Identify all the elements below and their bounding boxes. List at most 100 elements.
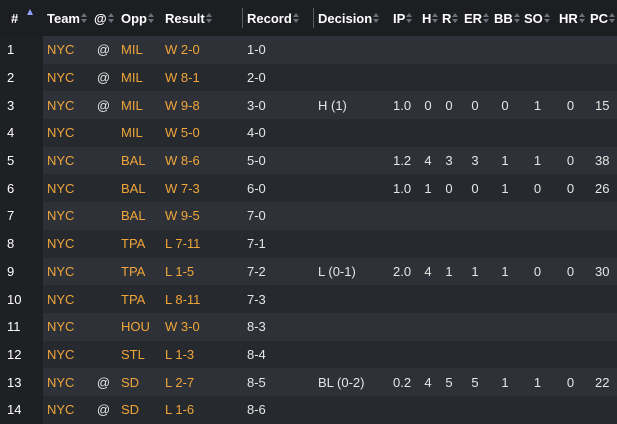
cell-so (520, 36, 555, 64)
cell-team[interactable]: NYC (43, 119, 90, 147)
cell-record: 8-5 (243, 368, 314, 396)
cell-so (520, 63, 555, 92)
column-header-label: Result (165, 10, 205, 26)
cell-result[interactable]: L 1-5 (161, 257, 243, 286)
sort-arrows-icon (513, 13, 520, 23)
cell-at: @ (90, 368, 117, 396)
table-row[interactable]: 12 NYC STL L 1-3 8-4 (0, 340, 617, 369)
cell-team[interactable]: NYC (43, 202, 90, 230)
table-row[interactable]: 6 NYC BAL W 7-3 6-0 1.0 1 0 0 1 0 0 26 (0, 174, 617, 203)
column-header-idx[interactable]: # (0, 0, 43, 36)
cell-team[interactable]: NYC (43, 36, 90, 64)
cell-team[interactable]: NYC (43, 174, 90, 203)
cell-result[interactable]: W 3-0 (161, 312, 243, 341)
column-header-decision[interactable]: Decision (314, 0, 389, 36)
cell-decision (314, 202, 389, 230)
table-row[interactable]: 13 NYC @ SD L 2-7 8-5 BL (0-2) 0.2 4 5 5 1 1 0 22 (0, 368, 617, 396)
column-resize-handle[interactable] (242, 8, 243, 28)
cell-opp[interactable]: BAL (117, 174, 161, 203)
cell-opp[interactable]: MIL (117, 91, 161, 120)
table-row[interactable]: 14 NYC @ SD L 1-6 8-6 (0, 395, 617, 424)
cell-idx: 8 (0, 229, 43, 258)
cell-idx: 10 (0, 285, 43, 313)
cell-result[interactable]: W 9-5 (161, 202, 243, 230)
cell-opp[interactable]: MIL (117, 63, 161, 92)
cell-opp[interactable]: BAL (117, 146, 161, 175)
cell-result[interactable]: L 2-7 (161, 368, 243, 396)
cell-result[interactable]: W 8-6 (161, 146, 243, 175)
cell-team[interactable]: NYC (43, 285, 90, 313)
cell-idx: 3 (0, 91, 43, 120)
column-header-opp[interactable]: Opp (117, 0, 161, 36)
cell-opp[interactable]: TPA (117, 229, 161, 258)
cell-record: 8-3 (243, 312, 314, 341)
column-header-team[interactable]: Team (43, 0, 90, 36)
table-row[interactable]: 1 NYC @ MIL W 2-0 1-0 (0, 36, 617, 64)
column-header-r[interactable]: R (438, 0, 460, 36)
cell-team[interactable]: NYC (43, 340, 90, 369)
cell-result[interactable]: L 8-11 (161, 285, 243, 313)
column-header-record[interactable]: Record (243, 0, 314, 36)
table-row[interactable]: 11 NYC HOU W 3-0 8-3 (0, 312, 617, 341)
cell-opp[interactable]: HOU (117, 312, 161, 341)
column-header-label: Team (47, 10, 80, 26)
cell-result[interactable]: W 8-1 (161, 63, 243, 92)
table-row[interactable]: 5 NYC BAL W 8-6 5-0 1.2 4 3 3 1 1 0 38 (0, 146, 617, 175)
table-row[interactable]: 7 NYC BAL W 9-5 7-0 (0, 202, 617, 230)
cell-team[interactable]: NYC (43, 146, 90, 175)
cell-result[interactable]: L 1-3 (161, 340, 243, 369)
cell-bb (490, 395, 520, 424)
column-header-bb[interactable]: BB (490, 0, 520, 36)
cell-hr (555, 229, 586, 258)
table-row[interactable]: 4 NYC MIL W 5-0 4-0 (0, 119, 617, 147)
cell-idx: 11 (0, 312, 43, 341)
cell-opp[interactable]: TPA (117, 257, 161, 286)
cell-team[interactable]: NYC (43, 368, 90, 396)
table-row[interactable]: 3 NYC @ MIL W 9-8 3-0 H (1) 1.0 0 0 0 0 1 0 15 (0, 91, 617, 120)
column-header-h[interactable]: H (418, 0, 438, 36)
cell-hr (555, 312, 586, 341)
column-header-result[interactable]: Result (161, 0, 243, 36)
cell-opp[interactable]: BAL (117, 202, 161, 230)
cell-so (520, 119, 555, 147)
cell-h (418, 285, 438, 313)
cell-opp[interactable]: MIL (117, 119, 161, 147)
cell-record: 7-1 (243, 229, 314, 258)
table-row[interactable]: 8 NYC TPA L 7-11 7-1 (0, 229, 617, 258)
column-header-er[interactable]: ER (460, 0, 490, 36)
table-row[interactable]: 10 NYC TPA L 8-11 7-3 (0, 285, 617, 313)
cell-r (438, 119, 460, 147)
cell-opp[interactable]: SD (117, 395, 161, 424)
table-row[interactable]: 9 NYC TPA L 1-5 7-2 L (0-1) 2.0 4 1 1 1 0 0 30 (0, 257, 617, 286)
column-resize-handle[interactable] (313, 8, 314, 28)
cell-result[interactable]: W 5-0 (161, 119, 243, 147)
cell-opp[interactable]: TPA (117, 285, 161, 313)
column-header-pc[interactable]: PC (586, 0, 617, 36)
cell-result[interactable]: W 9-8 (161, 91, 243, 120)
table-row[interactable]: 2 NYC @ MIL W 8-1 2-0 (0, 63, 617, 92)
cell-idx: 12 (0, 340, 43, 369)
cell-team[interactable]: NYC (43, 312, 90, 341)
column-header-at[interactable]: @ (90, 0, 117, 36)
cell-team[interactable]: NYC (43, 229, 90, 258)
column-header-hr[interactable]: HR (555, 0, 586, 36)
cell-result[interactable]: L 7-11 (161, 229, 243, 258)
cell-result[interactable]: L 1-6 (161, 395, 243, 424)
cell-opp[interactable]: MIL (117, 36, 161, 64)
cell-ip (389, 63, 418, 92)
cell-team[interactable]: NYC (43, 257, 90, 286)
cell-opp[interactable]: STL (117, 340, 161, 369)
cell-team[interactable]: NYC (43, 63, 90, 92)
cell-result[interactable]: W 2-0 (161, 36, 243, 64)
cell-result[interactable]: W 7-3 (161, 174, 243, 203)
cell-decision (314, 312, 389, 341)
cell-team[interactable]: NYC (43, 91, 90, 120)
column-header-so[interactable]: SO (520, 0, 555, 36)
sort-arrows-icon (107, 13, 114, 23)
cell-idx: 9 (0, 257, 43, 286)
cell-team[interactable]: NYC (43, 395, 90, 424)
cell-opp[interactable]: SD (117, 368, 161, 396)
cell-hr: 0 (555, 91, 586, 120)
column-header-ip[interactable]: IP (389, 0, 418, 36)
cell-pc (586, 340, 617, 369)
